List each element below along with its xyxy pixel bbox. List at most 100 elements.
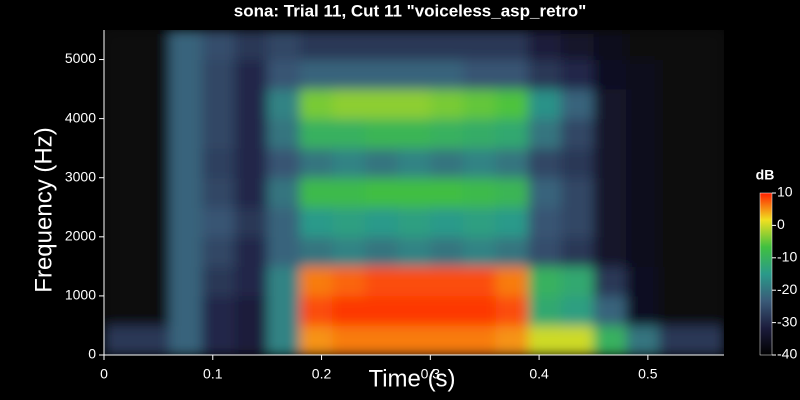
cell [495, 177, 529, 208]
cell [267, 30, 301, 61]
cell [691, 236, 724, 267]
x-tick-label: 0.3 [421, 366, 441, 382]
cell [234, 118, 268, 149]
cell [626, 325, 660, 355]
cell [365, 295, 399, 326]
cell [658, 89, 692, 120]
cell [365, 30, 399, 61]
cell [462, 59, 497, 90]
cell [691, 89, 724, 120]
cell [430, 30, 464, 61]
cell [104, 236, 138, 267]
cell [626, 295, 660, 326]
cell [495, 59, 529, 90]
cell [365, 207, 399, 238]
cell [267, 118, 301, 149]
cell [626, 89, 660, 120]
cell [430, 207, 464, 238]
cell [397, 266, 431, 297]
x-axis-label: Time (s) [368, 365, 455, 392]
cell [136, 325, 170, 355]
cell [365, 266, 399, 297]
cell [267, 207, 301, 238]
cell [332, 30, 366, 61]
cell [593, 236, 627, 267]
cell [528, 236, 562, 267]
cell [169, 89, 203, 120]
cell [136, 89, 170, 120]
cell [299, 295, 333, 326]
cell [365, 118, 399, 149]
cell [365, 325, 399, 355]
cell [462, 177, 497, 208]
cell [691, 295, 724, 326]
cell [201, 59, 236, 90]
x-tick-label: 0.4 [529, 366, 549, 382]
cell [234, 207, 268, 238]
cell [593, 59, 627, 90]
cell [234, 295, 268, 326]
colorbar-tick-label: 0 [777, 216, 785, 232]
cell [691, 325, 724, 355]
cell [430, 59, 464, 90]
cell [593, 266, 627, 297]
cell [397, 148, 431, 179]
cell [528, 148, 562, 179]
cell [169, 266, 203, 297]
y-axis-label: Frequency (Hz) [30, 127, 57, 292]
cell [430, 295, 464, 326]
cell [593, 207, 627, 238]
cell [234, 177, 268, 208]
cell [560, 89, 594, 120]
cell [495, 118, 529, 149]
y-tick-label: 4000 [65, 109, 96, 125]
y-tick-label: 1000 [65, 287, 96, 303]
cell [658, 207, 692, 238]
cell [332, 118, 366, 149]
cell [462, 295, 497, 326]
colorbar-tick-label: -40 [777, 346, 797, 362]
cell [201, 118, 236, 149]
cell [201, 89, 236, 120]
cell [626, 207, 660, 238]
cell [169, 118, 203, 149]
cell [136, 30, 170, 61]
cell [136, 266, 170, 297]
cell [691, 59, 724, 90]
cell [658, 148, 692, 179]
cell [658, 177, 692, 208]
cell [397, 325, 431, 355]
cell [234, 325, 268, 355]
cell [397, 295, 431, 326]
cell [104, 148, 138, 179]
cell [462, 207, 497, 238]
cell [560, 59, 594, 90]
cell [593, 89, 627, 120]
cell [104, 89, 138, 120]
cell [528, 295, 562, 326]
cell [136, 59, 170, 90]
cell [658, 118, 692, 149]
cell [593, 325, 627, 355]
cell [462, 148, 497, 179]
cell [299, 118, 333, 149]
cell [234, 266, 268, 297]
cell [136, 118, 170, 149]
cell [593, 148, 627, 179]
cell [234, 59, 268, 90]
colorbar [759, 192, 773, 356]
spectrogram [104, 30, 724, 355]
cell [528, 89, 562, 120]
cell [626, 30, 660, 61]
cell [560, 148, 594, 179]
cell [332, 177, 366, 208]
cell [626, 59, 660, 90]
cell [299, 59, 333, 90]
cell [136, 177, 170, 208]
cell [332, 266, 366, 297]
cell [462, 118, 497, 149]
cell [169, 295, 203, 326]
cell [267, 148, 301, 179]
cell [169, 207, 203, 238]
colorbar-tick-label: -20 [777, 281, 797, 297]
